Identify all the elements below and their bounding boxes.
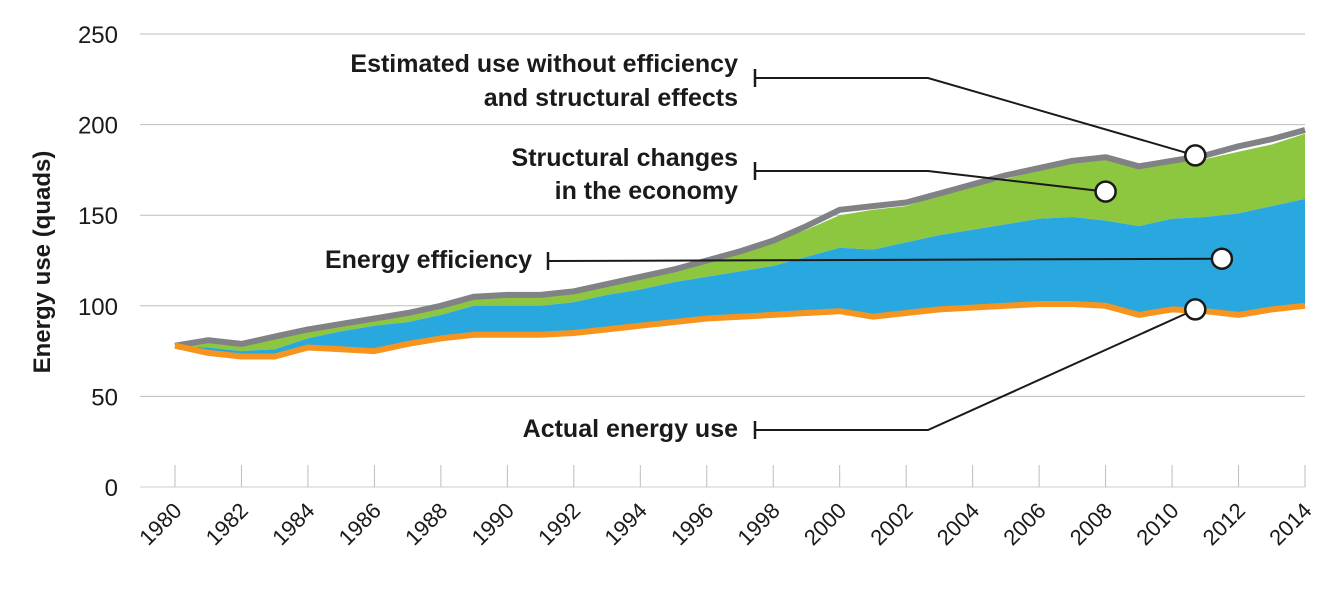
x-tick-label: 2012 [1198,498,1250,550]
y-tick-label: 200 [78,113,118,140]
y-tick-label: 0 [105,475,118,502]
annotation-label: Actual energy use [523,415,738,443]
x-tick-label: 2004 [932,498,984,550]
y-tick-label: 50 [91,384,118,411]
y-axis-label: Energy use (quads) [29,151,56,374]
x-tick-label: 2014 [1264,498,1316,550]
x-tick-label: 2002 [865,498,917,550]
annotation-marker [1210,247,1234,270]
annotation-label: in the economy [555,177,738,205]
annotation-leader-line [755,77,1196,157]
annotation-marker [1094,180,1117,203]
x-tick-label: 2000 [799,498,851,550]
stacked-areas [175,133,1305,357]
area-energy-efficiency [175,198,1305,357]
annotation-marker [1184,144,1207,167]
x-tick-label: 1982 [201,498,253,550]
y-tick-label: 250 [78,22,118,49]
x-tick-label: 1990 [467,498,519,550]
annotation-label: Energy efficiency [325,246,532,274]
x-tick-label: 1986 [334,498,386,550]
line-actual-energy-use [174,301,1306,360]
x-tick-label: 2006 [998,498,1050,550]
x-tick-label: 1984 [267,498,319,550]
x-axis-ticks: 1980 1982 1984 1986 1988 1990 1992 1994 1996 1998… [134,498,1316,550]
line-estimated-use [174,127,1306,349]
x-tick-label: 1996 [666,498,718,550]
y-tick-label: 100 [78,294,118,321]
annotations: Estimated use without efficiency and stru… [325,50,1234,443]
y-axis-ticks: 0 50 100 150 200 250 [78,22,118,502]
x-tick-label: 1980 [134,498,186,550]
gridlines [140,33,1306,488]
x-tick-label: 1998 [732,498,784,550]
annotation-leader-line [547,257,1222,262]
x-tick-label: 1992 [533,498,585,550]
annotation-leader-line [755,308,1196,431]
annotation-label: and structural effects [484,84,738,112]
annotation-label: Structural changes [512,144,738,172]
x-tick-label: 2010 [1131,498,1183,550]
x-tick-label: 1988 [400,498,452,550]
area-structural-changes [175,133,1305,352]
annotation-label: Estimated use without efficiency [350,50,738,78]
series-lines [174,127,1306,360]
annotation-marker [1184,298,1207,321]
x-tick-label: 2008 [1065,498,1117,550]
x-tick-label: 1994 [600,498,652,550]
annotation-leader-line [755,170,1106,193]
y-tick-label: 150 [78,203,118,230]
